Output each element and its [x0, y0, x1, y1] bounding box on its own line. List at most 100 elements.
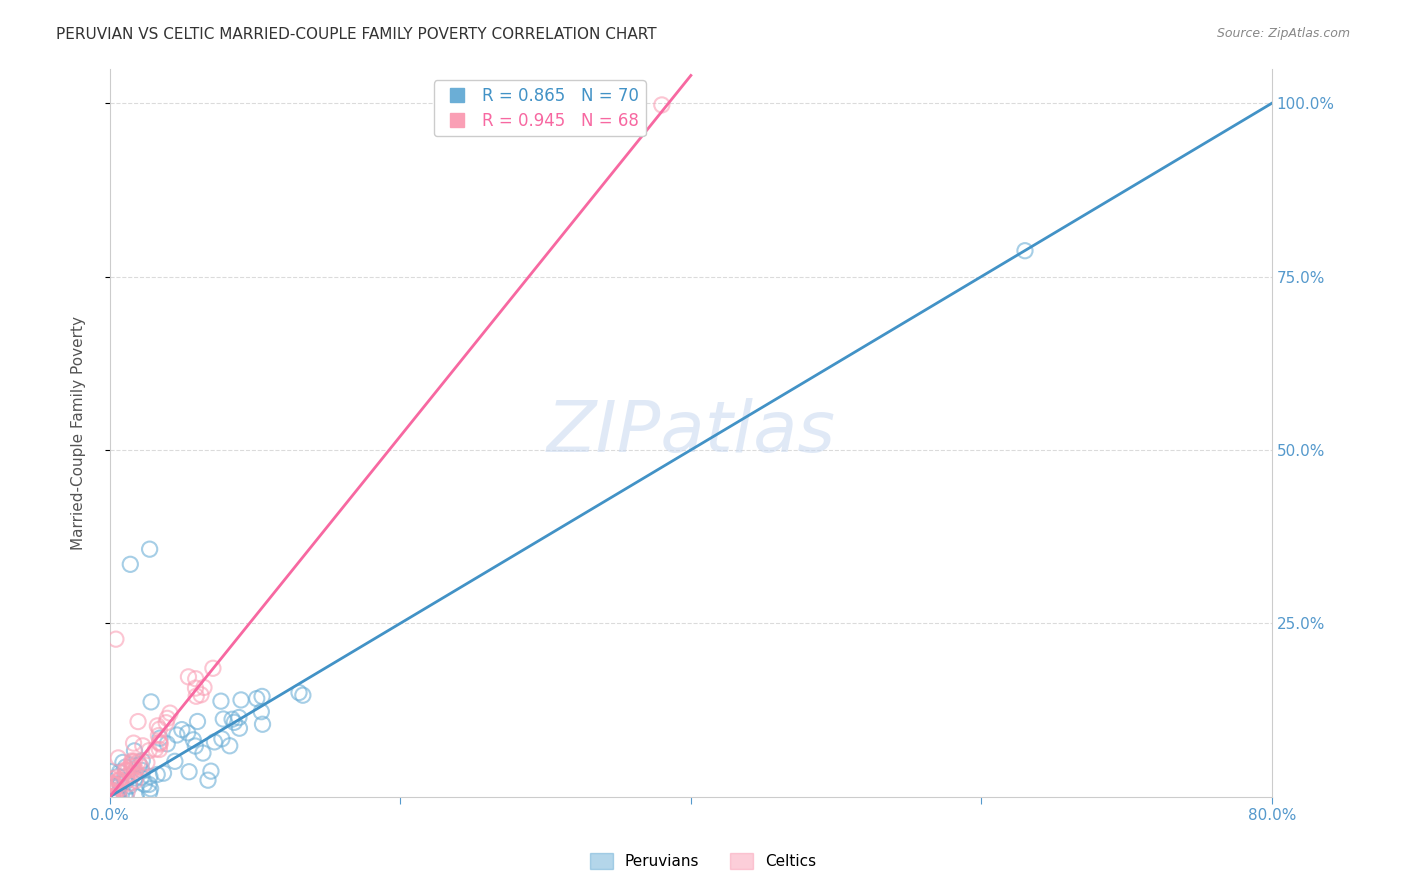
Point — [124, 763, 146, 777]
Point — [184, 739, 207, 753]
Point — [127, 756, 149, 770]
Point — [115, 764, 138, 778]
Point — [103, 778, 125, 792]
Point — [115, 789, 138, 804]
Point — [104, 632, 127, 647]
Point — [121, 754, 143, 768]
Point — [103, 789, 125, 804]
Point — [107, 786, 129, 800]
Point — [105, 789, 128, 804]
Point — [651, 98, 673, 112]
Point — [122, 760, 145, 774]
Point — [156, 711, 179, 725]
Point — [98, 789, 121, 804]
Point — [201, 661, 224, 675]
Point — [107, 769, 129, 783]
Point — [118, 779, 141, 793]
Point — [103, 778, 125, 792]
Point — [98, 789, 121, 804]
Point — [228, 721, 250, 735]
Point — [124, 773, 146, 788]
Point — [190, 688, 212, 702]
Point — [117, 764, 139, 778]
Point — [184, 672, 207, 686]
Point — [145, 742, 167, 756]
Y-axis label: Married-Couple Family Poverty: Married-Couple Family Poverty — [72, 316, 86, 549]
Point — [252, 717, 274, 731]
Point — [100, 789, 122, 804]
Point — [176, 726, 198, 740]
Point — [163, 755, 186, 769]
Point — [101, 789, 124, 804]
Point — [121, 755, 143, 769]
Point — [156, 737, 179, 751]
Point — [139, 769, 162, 783]
Point — [114, 775, 136, 789]
Point — [118, 777, 141, 791]
Point — [111, 756, 134, 770]
Point — [211, 731, 233, 746]
Point — [146, 767, 169, 781]
Point — [148, 729, 170, 743]
Point — [103, 777, 125, 791]
Point — [131, 771, 153, 785]
Point — [204, 735, 226, 749]
Point — [125, 789, 148, 804]
Point — [193, 681, 215, 695]
Point — [108, 773, 131, 788]
Point — [181, 732, 204, 747]
Point — [209, 694, 232, 708]
Point — [135, 756, 157, 770]
Point — [124, 771, 146, 785]
Point — [105, 789, 128, 804]
Point — [105, 789, 128, 804]
Point — [134, 777, 156, 791]
Point — [115, 785, 138, 799]
Point — [128, 758, 150, 772]
Point — [114, 760, 136, 774]
Point — [250, 705, 273, 719]
Point — [107, 789, 129, 804]
Point — [148, 742, 170, 756]
Point — [250, 690, 273, 704]
Point — [100, 789, 122, 804]
Point — [132, 739, 155, 753]
Point — [131, 754, 153, 768]
Point — [186, 690, 208, 704]
Point — [110, 781, 132, 796]
Point — [124, 744, 146, 758]
Legend: R = 0.865   N = 70, R = 0.945   N = 68: R = 0.865 N = 70, R = 0.945 N = 68 — [434, 80, 645, 136]
Point — [107, 789, 129, 804]
Point — [166, 728, 188, 742]
Point — [218, 739, 240, 753]
Point — [224, 715, 246, 730]
Point — [197, 773, 219, 788]
Text: ZIPatlas: ZIPatlas — [547, 398, 835, 467]
Point — [1014, 244, 1036, 258]
Point — [229, 693, 252, 707]
Point — [101, 776, 124, 790]
Point — [177, 764, 200, 779]
Point — [124, 754, 146, 768]
Point — [131, 764, 153, 778]
Point — [100, 764, 122, 779]
Point — [122, 767, 145, 781]
Point — [148, 735, 170, 749]
Legend: Peruvians, Celtics: Peruvians, Celtics — [583, 847, 823, 875]
Point — [104, 789, 127, 804]
Point — [221, 712, 243, 726]
Point — [186, 714, 208, 729]
Point — [138, 777, 160, 791]
Point — [146, 719, 169, 733]
Point — [108, 765, 131, 780]
Point — [127, 714, 149, 729]
Point — [149, 737, 172, 751]
Point — [110, 777, 132, 791]
Point — [159, 706, 181, 720]
Point — [107, 751, 129, 765]
Point — [138, 786, 160, 800]
Point — [101, 783, 124, 797]
Point — [114, 773, 136, 788]
Point — [98, 789, 121, 804]
Point — [104, 771, 127, 785]
